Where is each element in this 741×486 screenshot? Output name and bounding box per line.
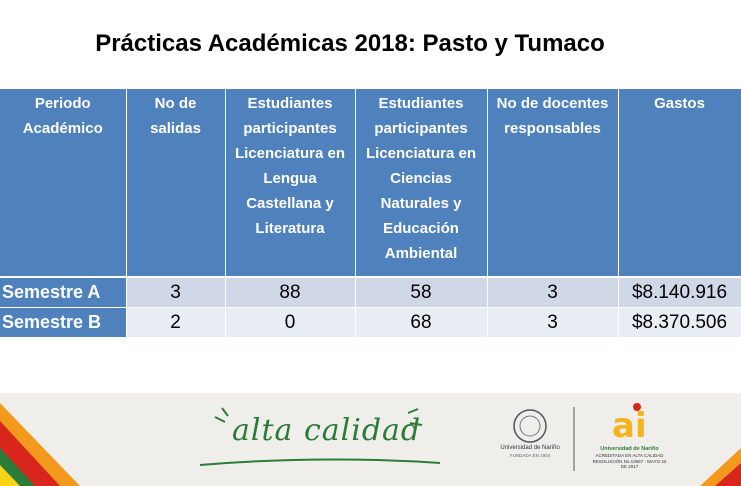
header-lengua: Estudiantes participantes Licenciatura e… <box>225 89 356 278</box>
table-row: Semestre A 3 88 58 3 $8.140.916 <box>0 277 741 308</box>
header-docentes: No de docentes responsables <box>487 89 619 278</box>
university-subtitle: FUNDADA EN 1904 <box>509 453 551 458</box>
cell-lengua: 88 <box>225 277 356 308</box>
cell-lengua: 0 <box>225 307 356 338</box>
practices-table: Periodo Académico No de salidas Estudian… <box>0 89 741 338</box>
header-gastos: Gastos <box>618 89 741 278</box>
cell-ciencias: 68 <box>355 307 488 338</box>
cell-gastos: $8.140.916 <box>618 277 741 308</box>
cell-salidas: 3 <box>126 277 226 308</box>
university-seal-icon <box>513 409 547 443</box>
header-salidas: No de salidas <box>126 89 226 278</box>
university-seal-inner-icon <box>519 415 541 437</box>
footer-banner: ai alta calidad Universidad de Nariño FU… <box>0 393 741 486</box>
cell-ciencias: 58 <box>355 277 488 308</box>
ai-logo-name: Universidad de Nariño <box>600 446 659 452</box>
header-periodo: Periodo Académico <box>0 89 127 278</box>
ai-logo-line2: RESOLUCIÓN No.10567 - MAYO 22 DE 2017 <box>592 459 667 469</box>
ai-logo-line1: ACREDITADA EN ALTA CALIDAD <box>595 453 664 458</box>
slide-title: Prácticas Académicas 2018: Pasto y Tumac… <box>95 30 605 57</box>
cell-docentes: 3 <box>487 277 619 308</box>
ai-logo-icon: ai <box>612 406 647 446</box>
footer-decoration: ai <box>0 403 741 486</box>
university-name: Universidad de Nariño <box>500 445 560 451</box>
row-periodo: Semestre B <box>0 307 127 338</box>
cell-salidas: 2 <box>126 307 226 338</box>
row-periodo: Semestre A <box>0 277 127 308</box>
slogan-underline <box>199 458 441 466</box>
table-row: Semestre B 2 0 68 3 $8.370.506 <box>0 307 741 338</box>
slogan-spark-left <box>214 407 229 423</box>
yellow-stripe <box>0 465 20 486</box>
table-header-row: Periodo Académico No de salidas Estudian… <box>0 89 741 278</box>
right-red-stripe <box>715 463 741 486</box>
slogan: alta calidad <box>232 413 422 448</box>
slogan-spark-right <box>407 408 423 426</box>
cell-gastos: $8.370.506 <box>618 307 741 338</box>
header-ciencias: Estudiantes participantes Licenciatura e… <box>355 89 488 278</box>
ai-logo-dot-icon <box>633 403 641 411</box>
cell-docentes: 3 <box>487 307 619 338</box>
